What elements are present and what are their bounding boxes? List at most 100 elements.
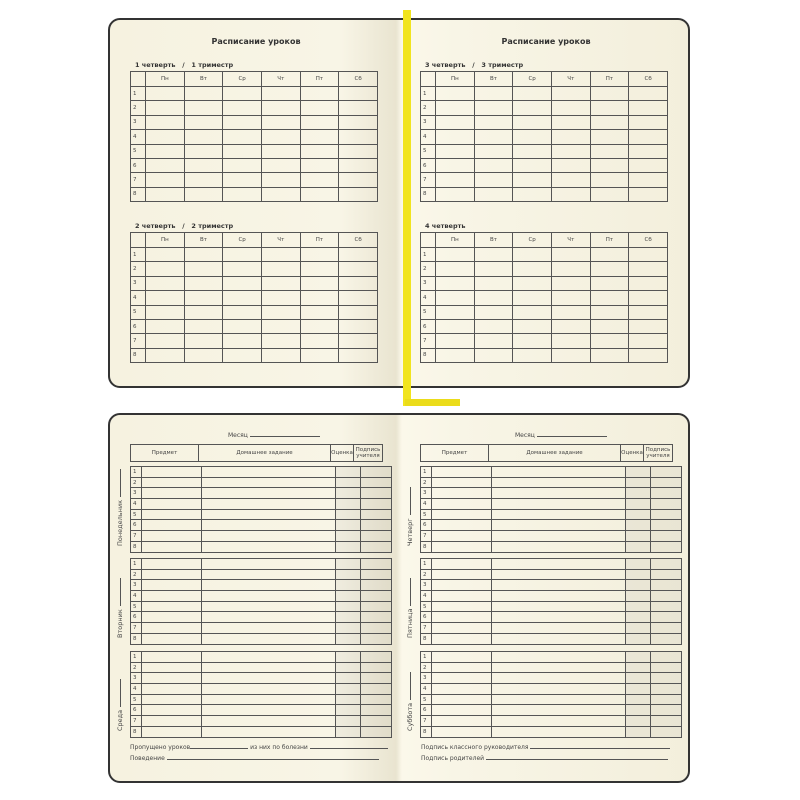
schedule-cell[interactable] xyxy=(338,333,378,349)
schedule-cell[interactable] xyxy=(222,304,262,320)
schedule-cell[interactable] xyxy=(299,172,340,188)
schedule-cell[interactable] xyxy=(512,186,552,203)
subject-cell[interactable] xyxy=(431,683,492,695)
schedule-cell[interactable] xyxy=(550,261,591,277)
grade-cell[interactable] xyxy=(335,672,361,685)
subject-cell[interactable] xyxy=(141,600,202,613)
schedule-cell[interactable] xyxy=(260,143,301,159)
grade-cell[interactable] xyxy=(625,568,651,581)
schedule-cell[interactable] xyxy=(512,261,552,277)
schedule-cell[interactable] xyxy=(338,290,378,306)
schedule-cell[interactable] xyxy=(589,157,630,174)
signature-cell[interactable] xyxy=(360,622,392,634)
subject-cell[interactable] xyxy=(431,704,492,717)
schedule-cell[interactable] xyxy=(338,318,378,335)
schedule-cell[interactable] xyxy=(512,157,552,174)
homework-cell[interactable] xyxy=(491,558,626,570)
grade-cell[interactable] xyxy=(625,651,651,663)
homework-cell[interactable] xyxy=(491,704,626,717)
schedule-cell[interactable] xyxy=(222,114,262,131)
homework-cell[interactable] xyxy=(201,519,336,532)
subject-cell[interactable] xyxy=(141,661,202,674)
homework-cell[interactable] xyxy=(201,487,336,500)
homework-cell[interactable] xyxy=(201,611,336,624)
schedule-cell[interactable] xyxy=(299,290,340,306)
grade-cell[interactable] xyxy=(625,611,651,624)
homework-cell[interactable] xyxy=(201,476,336,489)
schedule-cell[interactable] xyxy=(299,261,340,277)
grade-cell[interactable] xyxy=(625,661,651,674)
schedule-cell[interactable] xyxy=(145,333,185,349)
subject-cell[interactable] xyxy=(141,466,202,478)
grade-cell[interactable] xyxy=(335,715,361,727)
schedule-cell[interactable] xyxy=(589,318,630,335)
schedule-cell[interactable] xyxy=(299,143,340,159)
grade-cell[interactable] xyxy=(625,466,651,478)
schedule-cell[interactable] xyxy=(628,246,668,263)
subject-cell[interactable] xyxy=(141,498,202,510)
subject-cell[interactable] xyxy=(431,558,492,570)
grade-cell[interactable] xyxy=(335,498,361,510)
subject-cell[interactable] xyxy=(141,519,202,532)
schedule-cell[interactable] xyxy=(550,114,591,131)
schedule-cell[interactable] xyxy=(338,246,378,263)
schedule-cell[interactable] xyxy=(260,261,301,277)
homework-cell[interactable] xyxy=(201,508,336,521)
homework-cell[interactable] xyxy=(491,498,626,510)
schedule-cell[interactable] xyxy=(222,333,262,349)
grade-cell[interactable] xyxy=(625,725,651,738)
subject-cell[interactable] xyxy=(141,622,202,634)
signature-cell[interactable] xyxy=(360,568,392,581)
schedule-cell[interactable] xyxy=(473,275,514,292)
schedule-cell[interactable] xyxy=(550,172,591,188)
grade-cell[interactable] xyxy=(335,600,361,613)
homework-cell[interactable] xyxy=(491,530,626,542)
signature-cell[interactable] xyxy=(650,672,682,685)
schedule-cell[interactable] xyxy=(473,172,514,188)
schedule-cell[interactable] xyxy=(512,100,552,116)
schedule-cell[interactable] xyxy=(589,186,630,203)
homework-cell[interactable] xyxy=(201,672,336,685)
signature-cell[interactable] xyxy=(650,600,682,613)
subject-cell[interactable] xyxy=(431,508,492,521)
signature-cell[interactable] xyxy=(650,466,682,478)
subject-cell[interactable] xyxy=(141,672,202,685)
schedule-cell[interactable] xyxy=(512,172,552,188)
schedule-cell[interactable] xyxy=(183,100,224,116)
schedule-cell[interactable] xyxy=(222,100,262,116)
schedule-cell[interactable] xyxy=(260,318,301,335)
schedule-cell[interactable] xyxy=(512,114,552,131)
subject-cell[interactable] xyxy=(431,568,492,581)
grade-cell[interactable] xyxy=(335,508,361,521)
homework-cell[interactable] xyxy=(491,508,626,521)
schedule-cell[interactable] xyxy=(299,100,340,116)
subject-cell[interactable] xyxy=(141,725,202,738)
schedule-cell[interactable] xyxy=(589,172,630,188)
schedule-cell[interactable] xyxy=(435,186,475,203)
grade-cell[interactable] xyxy=(335,530,361,542)
schedule-cell[interactable] xyxy=(338,347,378,364)
grade-cell[interactable] xyxy=(335,476,361,489)
homework-cell[interactable] xyxy=(201,632,336,645)
grade-cell[interactable] xyxy=(335,487,361,500)
grade-cell[interactable] xyxy=(335,622,361,634)
schedule-cell[interactable] xyxy=(589,275,630,292)
signature-cell[interactable] xyxy=(650,519,682,532)
subject-cell[interactable] xyxy=(431,530,492,542)
schedule-cell[interactable] xyxy=(299,333,340,349)
grade-cell[interactable] xyxy=(335,590,361,602)
parent-signature-field[interactable]: Подпись родителей xyxy=(421,755,668,762)
schedule-cell[interactable] xyxy=(512,347,552,364)
schedule-cell[interactable] xyxy=(473,347,514,364)
schedule-cell[interactable] xyxy=(628,186,668,203)
subject-cell[interactable] xyxy=(431,579,492,592)
subject-cell[interactable] xyxy=(431,725,492,738)
homework-cell[interactable] xyxy=(201,530,336,542)
schedule-cell[interactable] xyxy=(222,318,262,335)
signature-cell[interactable] xyxy=(650,632,682,645)
schedule-cell[interactable] xyxy=(260,347,301,364)
signature-cell[interactable] xyxy=(650,508,682,521)
schedule-cell[interactable] xyxy=(183,129,224,145)
grade-cell[interactable] xyxy=(335,725,361,738)
schedule-cell[interactable] xyxy=(145,114,185,131)
